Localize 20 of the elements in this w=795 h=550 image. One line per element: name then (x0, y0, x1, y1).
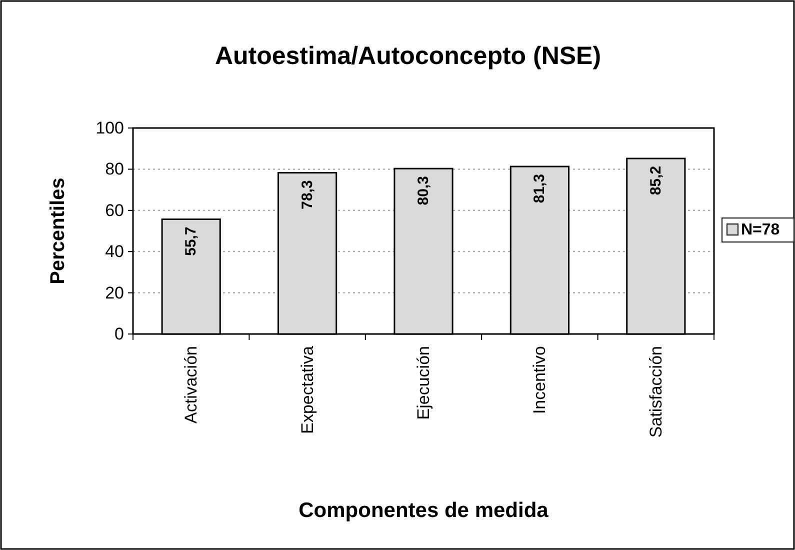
y-tick-label: 20 (105, 283, 124, 302)
y-axis-title: Percentiles (47, 178, 69, 284)
x-tick-label: Ejecución (414, 346, 433, 420)
legend-label: N=78 (741, 222, 780, 238)
y-tick-label: 0 (114, 324, 124, 344)
text: 80,3 (415, 176, 432, 206)
y-tick-label: 100 (96, 118, 124, 138)
y-tick-label: 60 (105, 200, 124, 220)
x-axis-title: Componentes de medida (298, 499, 549, 522)
x-tick-label: Expectativa (298, 345, 317, 434)
text: 85,2 (647, 166, 664, 196)
chart-title: Autoestima/Autoconcepto (NSE) (214, 42, 602, 70)
x-tick-label: Satisfacción (646, 346, 666, 438)
y-tick-label: 40 (105, 242, 124, 262)
text: 55,7 (182, 226, 200, 256)
y-tick-label: 80 (105, 160, 124, 179)
x-tick-label: Activación (182, 346, 201, 424)
text: 78,3 (298, 180, 316, 210)
text: 81,3 (531, 174, 548, 204)
x-tick-label: Incentivo (530, 346, 550, 414)
